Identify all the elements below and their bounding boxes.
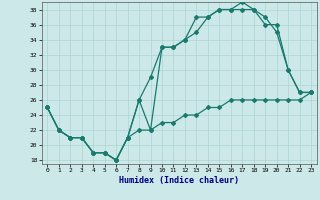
X-axis label: Humidex (Indice chaleur): Humidex (Indice chaleur) bbox=[119, 176, 239, 185]
